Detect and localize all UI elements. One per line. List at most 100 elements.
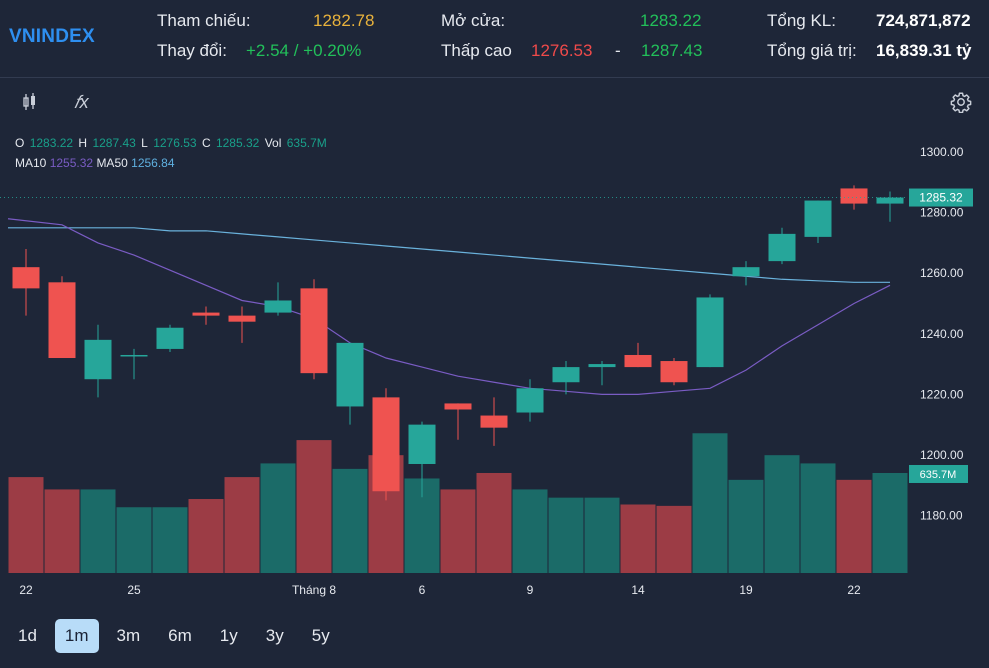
volume-bar — [656, 505, 692, 573]
range-button-5y[interactable]: 5y — [311, 626, 330, 645]
open-label: Mở cửa: — [441, 11, 506, 30]
candle-body — [336, 342, 364, 407]
candle-body — [624, 354, 652, 368]
candle-body — [444, 403, 472, 410]
candle-body — [696, 297, 724, 368]
volume-bar — [296, 440, 332, 573]
total-value-value: 16,839.31 tỷ — [876, 41, 972, 60]
quote-header: VNINDEX Tham chiếu: 1282.78 Thay đổi: +2… — [0, 0, 989, 78]
ma-legend: MA10 1255.32 MA50 1256.84 — [15, 156, 175, 170]
y-tick-label: 1220.00 — [920, 387, 964, 401]
change-label: Thay đổi: — [157, 41, 227, 60]
candle-body — [264, 300, 292, 313]
x-tick-label: 25 — [127, 583, 141, 597]
y-tick-label: 1280.00 — [920, 206, 964, 220]
volume-bar — [332, 468, 368, 573]
x-tick-label: 19 — [739, 583, 753, 597]
volume-key: Vol — [264, 136, 282, 150]
x-tick-label: 22 — [847, 583, 861, 597]
candlestick-chart[interactable]: 1300.00 1280.00 1260.00 1240.00 1220.00 1200.… — [0, 140, 989, 600]
candle-body — [48, 282, 76, 359]
volume-bar — [152, 507, 188, 573]
open-key: O — [15, 136, 25, 150]
low-high-label: Thấp cao — [441, 41, 512, 60]
volume-bar — [440, 489, 476, 573]
range-button-3m[interactable]: 3m — [116, 626, 141, 645]
x-tick-label: 6 — [419, 583, 426, 597]
function-icon[interactable]: 𝑓x — [74, 92, 89, 112]
ma10-line — [7, 218, 891, 395]
last-price-label: 1285.32 — [919, 191, 963, 205]
volume-bar — [620, 504, 656, 573]
volume-bar — [692, 433, 728, 573]
candle-body — [840, 188, 868, 204]
candle-body — [408, 424, 436, 464]
ma50-key: MA50 — [96, 156, 128, 170]
candle-body — [372, 397, 400, 492]
candle-body — [228, 315, 256, 322]
close-legend-value: 1285.32 — [215, 136, 260, 150]
candle-body — [768, 233, 796, 262]
total-volume-value: 724,871,872 — [876, 11, 971, 30]
last-volume-tag — [909, 464, 968, 483]
volume-bar — [872, 472, 908, 573]
volume-bar — [224, 477, 260, 573]
high-legend-value: 1287.43 — [92, 136, 136, 150]
x-tick-label: 9 — [527, 583, 534, 597]
candle-body — [120, 354, 148, 357]
range-button-3y[interactable]: 3y — [265, 626, 284, 645]
candle-body — [660, 361, 688, 383]
volume-bar — [80, 489, 116, 573]
volume-bar — [584, 497, 620, 573]
y-tick-label: 1300.00 — [920, 145, 964, 159]
time-range-selector: 1d 1m 3m 6m 1y 3y 5y — [8, 619, 340, 653]
candle-body — [876, 197, 904, 204]
candlestick-icon[interactable] — [21, 92, 39, 117]
volume-bar — [116, 507, 152, 573]
low-value: 1276.53 — [531, 41, 593, 60]
reference-value: 1282.78 — [313, 11, 375, 30]
y-tick-label: 1240.00 — [920, 327, 964, 341]
candle-body — [516, 388, 544, 413]
range-button-1y[interactable]: 1y — [219, 626, 238, 645]
open-legend-value: 1283.22 — [29, 136, 74, 150]
volume-bar — [764, 455, 800, 573]
y-tick-label: 1260.00 — [920, 266, 964, 280]
range-button-6m[interactable]: 6m — [168, 626, 192, 645]
close-key: C — [201, 136, 211, 150]
candle-body — [84, 339, 112, 380]
volume-bar — [800, 463, 836, 573]
total-value-label: Tổng giá trị: — [767, 41, 857, 60]
range-button-1m[interactable]: 1m — [54, 619, 99, 653]
range-button-1d[interactable]: 1d — [18, 626, 37, 645]
candle-body — [12, 267, 40, 289]
ma50-legend-value: 1256.84 — [131, 156, 175, 170]
high-key: H — [78, 136, 88, 150]
symbol-name: VNINDEX — [9, 26, 95, 47]
y-tick-label: 1200.00 — [920, 448, 964, 462]
low-high-dash: - — [615, 41, 621, 60]
candle-body — [192, 312, 220, 316]
last-volume-label: 635.7M — [920, 469, 957, 481]
volume-bar — [728, 479, 764, 573]
candle-body — [300, 288, 328, 374]
header-divider — [0, 77, 989, 78]
volume-bar — [548, 497, 584, 573]
x-tick-label: Tháng 8 — [292, 583, 336, 597]
volume-bar — [188, 499, 224, 573]
total-volume-label: Tổng KL: — [767, 11, 836, 30]
volume-bar — [512, 489, 548, 573]
ohlc-legend: O 1283.22 H 1287.43 L 1276.53 C 1285.32 … — [15, 136, 329, 150]
volume-bar — [476, 472, 512, 573]
volume-legend-value: 635.7M — [286, 136, 327, 150]
candle-body — [480, 415, 508, 428]
candle-body — [156, 327, 184, 349]
volume-bar — [260, 463, 296, 573]
change-value: +2.54 / +0.20% — [246, 41, 362, 60]
candle-body — [588, 364, 616, 368]
candle-body — [732, 267, 760, 277]
y-tick-label: 1180.00 — [920, 508, 963, 522]
gear-icon[interactable] — [950, 91, 972, 118]
low-legend-value: 1276.53 — [153, 136, 197, 150]
ma10-key: MA10 — [15, 156, 47, 170]
